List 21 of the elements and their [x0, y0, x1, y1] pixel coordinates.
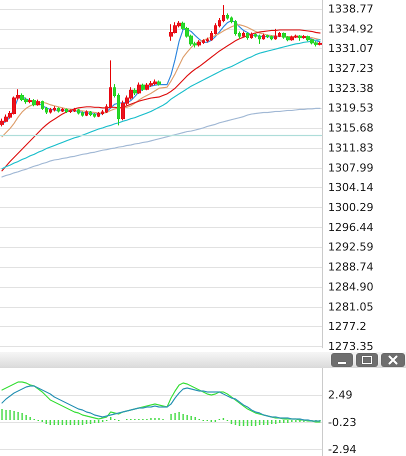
y-tick-label: 1323.38	[328, 82, 374, 95]
y-tick-label: 1311.83	[328, 141, 374, 154]
y-tick-label: 1292.59	[328, 240, 374, 254]
y-tick-label: 1327.23	[328, 62, 374, 75]
y-tick-label: 1277.2	[328, 320, 366, 334]
y-tick-label: 1338.77	[328, 2, 374, 16]
y-tick-label: 1304.14	[328, 181, 374, 194]
y-tick-label: 1273.35	[328, 340, 374, 353]
y-tick-label: 1331.07	[328, 42, 374, 56]
y-tick-label: 1334.92	[328, 22, 374, 36]
y-tick-label: -0.23	[328, 416, 356, 429]
y-tick-label: 1307.99	[328, 161, 374, 174]
y-tick-label: 1319.53	[328, 102, 374, 115]
y-tick-label: 1315.68	[328, 122, 374, 135]
y-tick-label: 1288.74	[328, 260, 374, 274]
y-tick-label: 1284.90	[328, 280, 374, 294]
y-tick-label: -2.94	[328, 442, 356, 456]
y-tick-label: 1281.05	[328, 300, 374, 314]
y-tick-label: 1296.44	[328, 220, 374, 234]
y-tick-label: 2.49	[328, 388, 352, 402]
y-tick-label: 1300.29	[328, 200, 374, 214]
